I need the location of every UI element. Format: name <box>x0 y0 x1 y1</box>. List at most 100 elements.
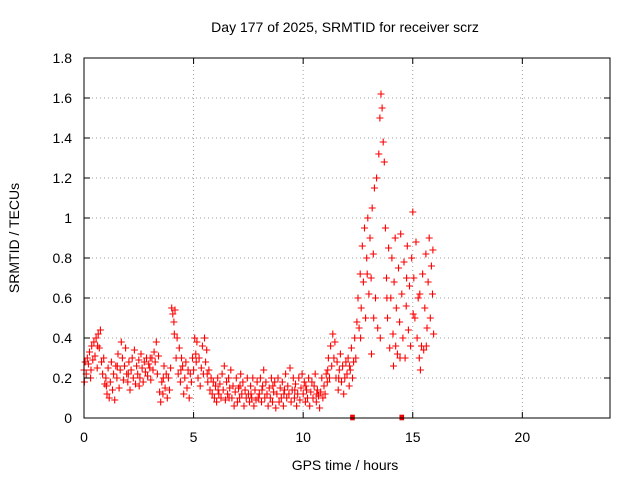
data-point <box>94 330 102 338</box>
data-point <box>205 366 213 374</box>
data-point <box>298 370 306 378</box>
data-point <box>246 398 253 406</box>
data-point <box>250 402 258 410</box>
data-point <box>232 374 240 382</box>
data-point <box>287 398 295 406</box>
data-point <box>408 254 416 262</box>
data-point <box>198 342 206 350</box>
data-point <box>177 366 185 374</box>
data-point <box>265 384 273 392</box>
data-point <box>355 324 363 332</box>
data-point <box>225 374 233 382</box>
data-point <box>411 314 419 322</box>
data-point <box>300 378 308 386</box>
data-point <box>370 314 378 322</box>
data-point <box>118 354 126 362</box>
data-point <box>346 362 354 370</box>
data-point <box>239 378 247 386</box>
data-point <box>152 338 160 346</box>
data-point <box>403 242 411 250</box>
data-point <box>111 396 119 404</box>
data-point <box>345 382 353 390</box>
data-point <box>390 278 398 286</box>
data-point <box>343 370 351 378</box>
data-point <box>223 378 230 386</box>
data-point <box>215 390 223 398</box>
data-point <box>193 338 201 346</box>
data-point <box>194 374 202 382</box>
data-point <box>293 402 301 410</box>
data-point <box>151 358 159 366</box>
data-point <box>384 314 391 322</box>
data-point <box>83 354 91 362</box>
data-point <box>375 150 383 158</box>
data-point <box>137 350 145 358</box>
data-point <box>163 394 171 402</box>
data-point <box>322 370 330 378</box>
data-point <box>103 390 111 398</box>
data-point <box>175 344 183 352</box>
data-point <box>189 354 196 362</box>
y-tick-label: 1.6 <box>53 90 73 106</box>
data-point <box>391 234 399 242</box>
data-point <box>358 242 366 250</box>
data-point <box>208 390 216 398</box>
data-point <box>158 378 166 386</box>
data-point <box>389 330 397 338</box>
data-point <box>134 370 142 378</box>
data-point <box>161 384 169 392</box>
data-point <box>363 254 371 262</box>
data-point <box>213 398 221 406</box>
data-point <box>121 362 128 370</box>
data-point <box>225 394 233 402</box>
data-point <box>171 306 179 314</box>
data-point <box>227 366 235 374</box>
data-point <box>392 342 400 350</box>
data-point <box>224 390 232 398</box>
data-point <box>262 378 270 386</box>
data-point <box>414 294 422 302</box>
data-point <box>144 372 152 380</box>
data-point <box>132 380 139 388</box>
y-tick-label: 1.2 <box>53 170 73 186</box>
data-point <box>221 396 229 404</box>
data-point <box>339 362 347 370</box>
data-point <box>179 362 187 370</box>
data-point <box>424 278 432 286</box>
data-point <box>138 364 146 372</box>
data-point <box>105 394 113 402</box>
data-point <box>129 374 137 382</box>
data-point <box>166 386 173 394</box>
y-tick-label: 0.8 <box>53 250 73 266</box>
data-point <box>229 382 237 390</box>
data-point <box>96 326 104 334</box>
data-point <box>196 382 204 390</box>
data-point <box>372 294 379 302</box>
data-point <box>422 250 430 258</box>
data-point <box>320 382 328 390</box>
data-point <box>92 334 100 342</box>
data-point <box>125 358 133 366</box>
data-point <box>248 394 256 402</box>
x-axis-label: GPS time / hours <box>292 457 399 473</box>
data-point <box>133 362 141 370</box>
data-point <box>170 318 178 326</box>
data-point <box>378 104 386 112</box>
data-point <box>404 326 412 334</box>
data-point <box>157 398 165 406</box>
data-point <box>98 358 105 366</box>
data-point <box>352 354 360 362</box>
data-point <box>347 344 355 352</box>
y-tick-label: 1.4 <box>53 130 73 146</box>
data-point <box>396 318 404 326</box>
data-point <box>240 402 248 410</box>
data-point <box>429 246 437 254</box>
data-point <box>167 364 175 372</box>
data-point <box>302 382 310 390</box>
data-point <box>329 330 337 338</box>
data-point <box>220 362 228 370</box>
data-point <box>278 378 286 386</box>
data-point <box>306 402 314 410</box>
x-tick-label: 0 <box>80 429 88 445</box>
